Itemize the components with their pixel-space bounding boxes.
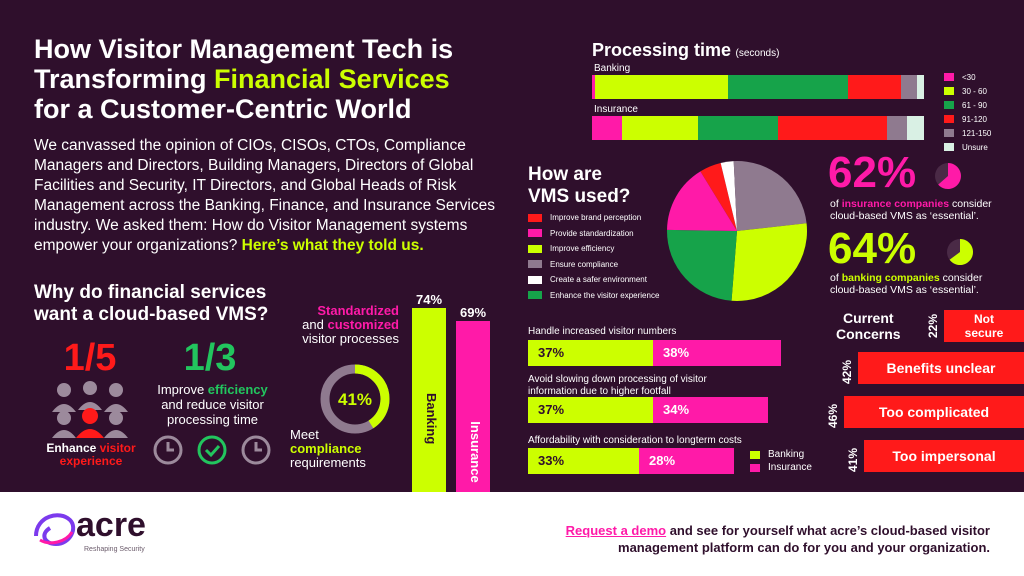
stat-visitor-experience: 1/5 [63,337,117,379]
concern-benefits-unclear: Benefits unclear [858,352,1024,384]
vms-legend-item: Ensure compliance [528,257,659,273]
processing-segment-5 [917,75,924,99]
banking-pct: 74% [415,292,443,307]
concern3-pct: 46% [826,403,840,428]
processing-segment-5 [907,116,924,140]
acre-tagline: Reshaping Security [84,546,145,553]
insurance-bar-label: Insurance [468,421,483,483]
q1-insurance-bar: 38% [653,340,781,366]
processing-segment-0 [592,116,622,140]
why-heading: Why do financial services want a cloud-b… [34,282,269,325]
processing-segment-0 [592,75,596,99]
processing-legend-item: 61 - 90 [944,98,991,112]
q3-label: Affordability with consideration to long… [528,435,742,446]
processing-segment-2 [698,116,778,140]
vms-heading: How are VMS used? [528,164,631,207]
compliance-value: 41% [337,390,373,409]
stat-efficiency-value: 1/3 [183,337,237,379]
vms-legend-item: Improve efficiency [528,241,659,257]
vms-legend-item: Enhance the visitor experience [528,288,659,304]
q3-banking-bar: 33% [528,448,639,474]
intro-paragraph: We canvassed the opinion of CIOs, CISOs,… [34,137,495,254]
processing-legend-item: 30 - 60 [944,84,991,98]
standardized-label: Standardized and customized visitor proc… [302,303,399,346]
vms-pie-chart [667,161,807,301]
stat2-label: Improve efficiency and reduce visitor pr… [157,382,268,427]
vms-legend-item: Improve brand perception [528,210,659,226]
acre-logo-text: acre [76,506,146,544]
clock-icons [153,435,271,465]
banking-stat-text: of banking companies consider cloud-base… [830,272,983,296]
footer-cta: Request a demo and see for yourself what… [565,523,990,555]
q2-label: Avoid slowing down processing of visitor… [528,374,707,397]
q3-insurance-bar: 28% [639,448,734,474]
concern-too-complicated: Too complicated [844,396,1024,428]
vms-legend: Improve brand perception Provide standard… [528,210,659,303]
q2-insurance-bar: 34% [653,397,768,423]
processing-row-insurance-label: Insurance [594,104,638,115]
hbar-legend: Banking Insurance [750,448,812,474]
vms-pie-slice [720,161,737,231]
processing-legend-item: <30 [944,70,991,84]
processing-title: Processing time (seconds) [592,40,780,60]
processing-legend: <30 30 - 60 61 - 90 91-120 121-150 Unsure [944,70,991,154]
processing-bar-insurance [592,116,924,140]
concern1-pct: 22% [926,313,940,338]
concern-too-impersonal: Too impersonal [864,440,1024,472]
insurance-pct: 69% [459,305,487,320]
processing-segment-3 [777,116,888,140]
vms-pie-slice [667,171,737,231]
processing-segment-4 [887,116,908,140]
concern4-pct: 41% [846,447,860,472]
acre-logo-icon [34,513,76,547]
stat1-label: Enhance visitor experience [46,441,136,468]
vms-pie-slice [733,161,807,231]
compliance-donut [320,364,390,434]
insurance-stat-value: 62% [828,148,917,197]
concern2-pct: 42% [840,359,854,384]
q2-banking-bar: 37% [528,397,653,423]
processing-segment-2 [728,75,848,99]
people-icon [52,381,128,438]
banking-bar [412,308,446,492]
vms-pie-slice [667,229,737,301]
insurance-mini-pie [935,163,961,189]
processing-segment-4 [900,75,918,99]
processing-segment-1 [621,116,699,140]
request-demo-link[interactable]: Request a demo [565,523,667,538]
vms-legend-item: Create a safer environment [528,272,659,288]
page-title: How Visitor Management Tech is Transform… [34,34,454,124]
q1-label: Handle increased visitor numbers [528,326,677,337]
concern-not-secure: Not secure [944,310,1024,342]
banking-stat-value: 64% [828,224,917,273]
processing-segment-3 [847,75,901,99]
processing-row-banking-label: Banking [594,63,631,74]
compliance-label: Meet compliance requirements [290,427,366,470]
footer: acre Reshaping Security Request a demo a… [0,492,1024,576]
insurance-bar [456,321,490,492]
concerns-heading: Current Concerns [836,310,901,342]
q1-banking-bar: 37% [528,340,653,366]
vms-pie-slice [700,162,737,231]
insurance-stat-text: of insurance companies consider cloud-ba… [830,198,992,222]
banking-bar-label: Banking [424,393,439,445]
processing-bar-banking [592,75,924,99]
processing-legend-item: 91-120 [944,112,991,126]
vms-legend-item: Provide standardization [528,226,659,242]
processing-segment-1 [595,75,729,99]
banking-mini-pie [947,239,973,265]
vms-pie-slice [731,223,807,301]
processing-legend-item: 121-150 [944,126,991,140]
processing-legend-item: Unsure [944,140,991,154]
